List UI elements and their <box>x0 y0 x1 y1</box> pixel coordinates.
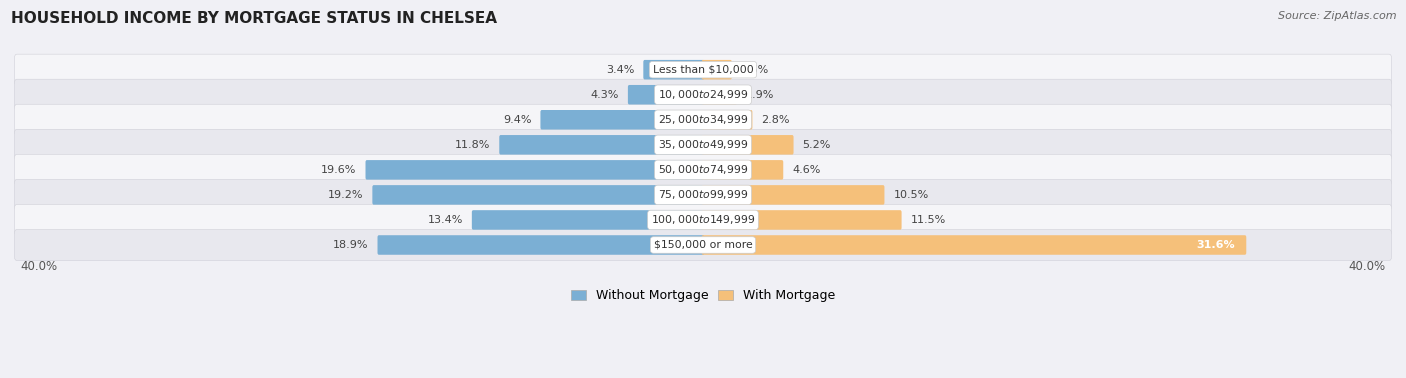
FancyBboxPatch shape <box>472 210 704 230</box>
Text: $150,000 or more: $150,000 or more <box>654 240 752 250</box>
Text: 10.5%: 10.5% <box>893 190 928 200</box>
Text: 9.4%: 9.4% <box>503 115 531 125</box>
FancyBboxPatch shape <box>14 204 1392 235</box>
FancyBboxPatch shape <box>540 110 704 130</box>
Text: 40.0%: 40.0% <box>1348 260 1385 273</box>
FancyBboxPatch shape <box>628 85 704 104</box>
FancyBboxPatch shape <box>499 135 704 155</box>
Text: 31.6%: 31.6% <box>1197 240 1234 250</box>
Legend: Without Mortgage, With Mortgage: Without Mortgage, With Mortgage <box>565 284 841 307</box>
Text: 4.3%: 4.3% <box>591 90 619 100</box>
FancyBboxPatch shape <box>702 235 1246 255</box>
FancyBboxPatch shape <box>702 185 884 204</box>
FancyBboxPatch shape <box>702 85 737 104</box>
FancyBboxPatch shape <box>702 160 783 180</box>
FancyBboxPatch shape <box>14 79 1392 110</box>
Text: $25,000 to $34,999: $25,000 to $34,999 <box>658 113 748 126</box>
Text: 40.0%: 40.0% <box>21 260 58 273</box>
Text: 13.4%: 13.4% <box>427 215 463 225</box>
Text: 19.6%: 19.6% <box>321 165 357 175</box>
FancyBboxPatch shape <box>366 160 704 180</box>
Text: 2.8%: 2.8% <box>761 115 790 125</box>
Text: 1.6%: 1.6% <box>741 65 769 75</box>
Text: 11.5%: 11.5% <box>911 215 946 225</box>
FancyBboxPatch shape <box>14 104 1392 135</box>
FancyBboxPatch shape <box>14 229 1392 260</box>
FancyBboxPatch shape <box>702 135 793 155</box>
FancyBboxPatch shape <box>14 129 1392 160</box>
Text: Source: ZipAtlas.com: Source: ZipAtlas.com <box>1278 11 1396 21</box>
Text: $100,000 to $149,999: $100,000 to $149,999 <box>651 214 755 226</box>
FancyBboxPatch shape <box>14 154 1392 185</box>
Text: 5.2%: 5.2% <box>803 140 831 150</box>
Text: 3.4%: 3.4% <box>606 65 634 75</box>
Text: 18.9%: 18.9% <box>333 240 368 250</box>
Text: 19.2%: 19.2% <box>328 190 364 200</box>
FancyBboxPatch shape <box>14 54 1392 85</box>
Text: Less than $10,000: Less than $10,000 <box>652 65 754 75</box>
Text: $50,000 to $74,999: $50,000 to $74,999 <box>658 163 748 177</box>
FancyBboxPatch shape <box>702 110 752 130</box>
FancyBboxPatch shape <box>14 180 1392 211</box>
Text: 11.8%: 11.8% <box>456 140 491 150</box>
FancyBboxPatch shape <box>644 60 704 79</box>
FancyBboxPatch shape <box>702 210 901 230</box>
Text: HOUSEHOLD INCOME BY MORTGAGE STATUS IN CHELSEA: HOUSEHOLD INCOME BY MORTGAGE STATUS IN C… <box>11 11 498 26</box>
Text: 1.9%: 1.9% <box>745 90 775 100</box>
Text: $10,000 to $24,999: $10,000 to $24,999 <box>658 88 748 101</box>
Text: $75,000 to $99,999: $75,000 to $99,999 <box>658 188 748 201</box>
FancyBboxPatch shape <box>373 185 704 204</box>
Text: $35,000 to $49,999: $35,000 to $49,999 <box>658 138 748 151</box>
Text: 4.6%: 4.6% <box>792 165 821 175</box>
FancyBboxPatch shape <box>378 235 704 255</box>
FancyBboxPatch shape <box>702 60 731 79</box>
